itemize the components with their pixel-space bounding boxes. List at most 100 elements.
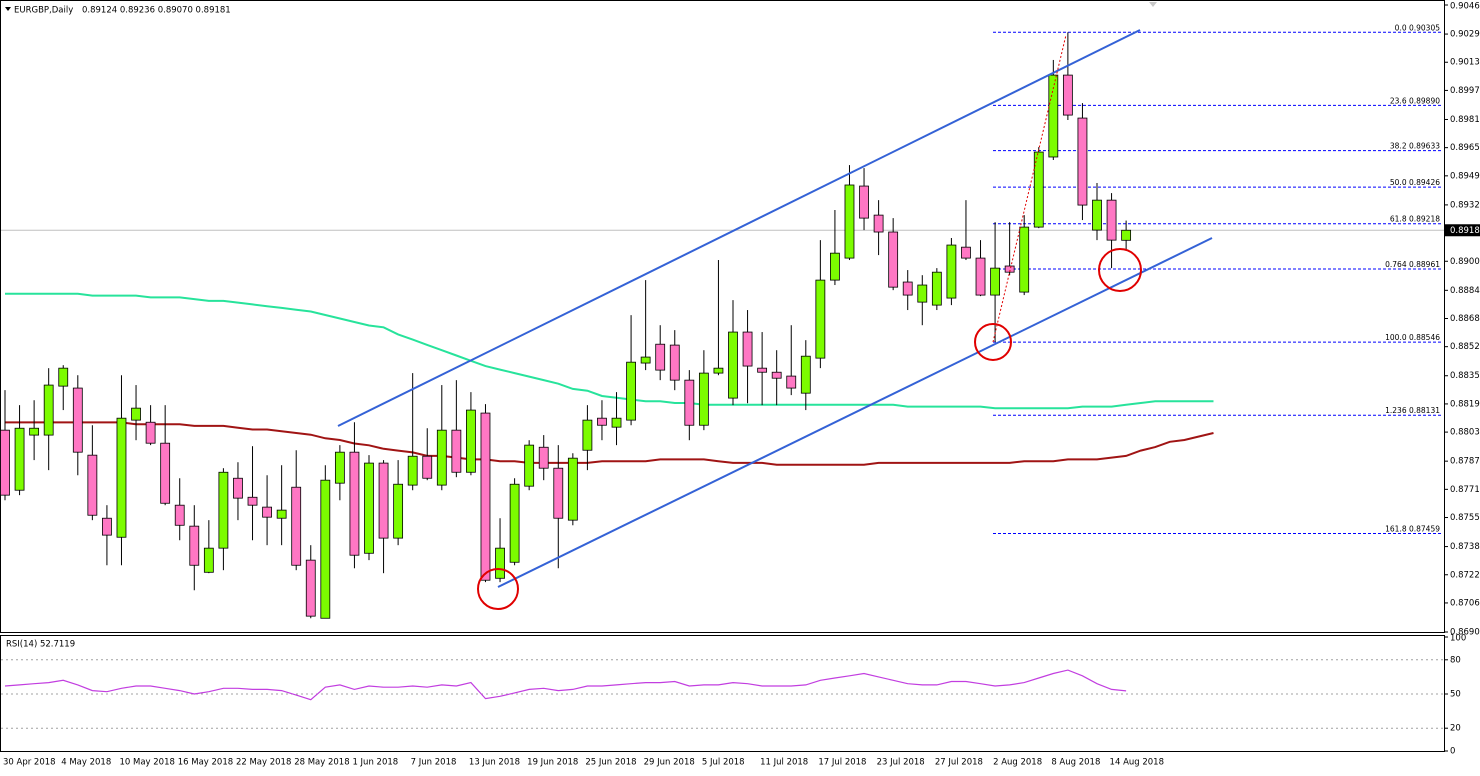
candle-body [365, 463, 374, 553]
candle-body [539, 447, 548, 468]
candle-body [452, 430, 461, 472]
x-tick-label: 28 May 2018 [294, 758, 349, 768]
x-tick-label: 10 May 2018 [119, 758, 174, 768]
fib-label: 100.0 0.88546 [1385, 333, 1440, 342]
candle-body [1093, 200, 1102, 230]
candle-body [233, 478, 242, 498]
candle-body [991, 268, 1000, 295]
candle-body [525, 445, 534, 486]
y-tick-label: 0.89005 [1450, 257, 1480, 267]
x-tick-label: 4 May 2018 [61, 758, 111, 768]
x-tick-label: 8 Aug 2018 [1051, 758, 1100, 768]
candle-body [350, 452, 359, 555]
y-tick-label: 20 [1450, 724, 1461, 734]
candle-body [860, 186, 869, 218]
candle-body [670, 345, 679, 380]
y-tick-label: 100 [1450, 634, 1466, 644]
x-tick-label: 1 Jun 2018 [352, 758, 398, 768]
candle-body [44, 385, 53, 435]
x-tick-label: 2 Aug 2018 [993, 758, 1042, 768]
candle-body [88, 455, 97, 515]
candle-body [15, 428, 24, 490]
x-tick-label: 14 Aug 2018 [1110, 758, 1164, 768]
candle-body [787, 376, 796, 388]
candle-body [481, 413, 490, 580]
x-tick-label: 7 Jun 2018 [411, 758, 457, 768]
candle-body [59, 368, 68, 386]
candle-body [874, 215, 883, 232]
candle-body [932, 272, 941, 305]
candle-body [641, 357, 650, 363]
candle-body [1122, 230, 1131, 240]
candle-body [394, 484, 403, 538]
candle-body [335, 452, 344, 483]
candle-body [263, 507, 272, 517]
candle-body [306, 560, 315, 616]
candle-body [597, 418, 606, 425]
candle-body [947, 245, 956, 298]
candle-body [1063, 75, 1072, 115]
candle-body [132, 408, 141, 420]
rsi-title: RSI(14) 52.7119 [6, 640, 75, 650]
candle-body [1020, 227, 1029, 292]
y-tick-label: 0.87385 [1450, 542, 1480, 552]
x-tick-label: 19 Jun 2018 [527, 758, 578, 768]
y-tick-label: 0.90135 [1450, 58, 1480, 68]
fib-label: 0.0 0.90305 [1395, 23, 1441, 32]
candle-body [292, 487, 301, 565]
candle-body [190, 526, 199, 565]
x-tick-label: 25 Jun 2018 [585, 758, 636, 768]
fib-label: 38.2 0.89633 [1390, 142, 1440, 151]
candle-body [117, 418, 126, 537]
y-tick-label: 0.88195 [1450, 399, 1480, 409]
candle-body [816, 280, 825, 358]
y-tick-label: 50 [1450, 690, 1461, 700]
candle-body [772, 372, 781, 378]
fib-label: 23.6 0.89890 [1390, 96, 1440, 105]
fib-label: 61.8 0.89218 [1390, 215, 1440, 224]
fib-label: 50.0 0.89426 [1390, 178, 1440, 187]
candle-body [830, 253, 839, 280]
candle-body [889, 232, 898, 287]
x-tick-label: 16 May 2018 [178, 758, 233, 768]
candle-body [583, 420, 592, 450]
candle-body [423, 456, 432, 478]
candle-body [918, 285, 927, 302]
candle-body [729, 332, 738, 398]
candle-body [801, 356, 810, 393]
x-tick-label: 5 Jul 2018 [702, 758, 745, 768]
y-tick-label: 80 [1450, 655, 1461, 665]
candle-body [976, 258, 985, 295]
y-tick-label: 0.90295 [1450, 30, 1480, 40]
main-panel [1, 1, 1445, 633]
candle-body [1034, 152, 1043, 227]
y-tick-label: 0.88355 [1450, 371, 1480, 381]
y-tick-label: 0.87225 [1450, 570, 1480, 580]
candle-body [248, 497, 257, 505]
x-tick-label: 23 Jul 2018 [877, 758, 925, 768]
candle-body [743, 332, 752, 366]
candle-body [161, 443, 170, 503]
y-tick-label: 0.87065 [1450, 598, 1480, 608]
candle-body [102, 518, 111, 535]
candle-body [656, 344, 665, 370]
candle-body [1078, 118, 1087, 205]
candle-body [510, 484, 519, 562]
candle-body [903, 282, 912, 295]
candle-body [321, 480, 330, 618]
last-price-label: 0.89181 [1450, 226, 1480, 236]
candle-body [554, 468, 563, 518]
candle-body [1, 430, 10, 495]
candle-body [845, 185, 854, 258]
candle-body [496, 548, 505, 578]
candle-body [204, 548, 213, 572]
x-tick-label: 27 Jul 2018 [935, 758, 983, 768]
